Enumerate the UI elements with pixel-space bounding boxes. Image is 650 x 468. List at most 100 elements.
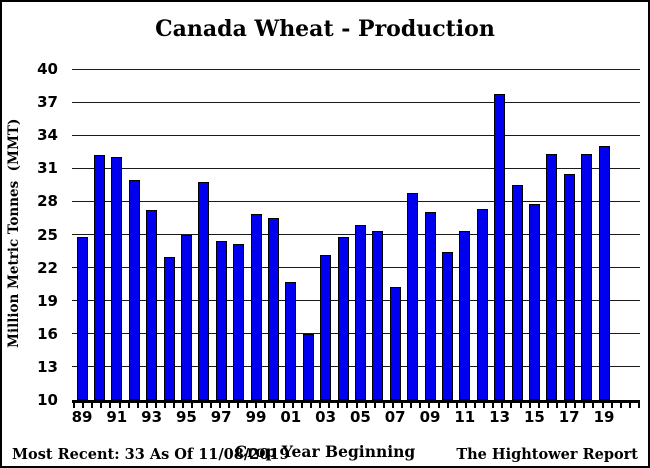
y-tick-label: 37	[37, 93, 58, 112]
bar	[389, 287, 401, 400]
x-axis-title: Crop Year Beginning	[234, 442, 416, 461]
x-axis-tick	[300, 402, 303, 408]
x-axis-tick	[346, 402, 349, 408]
x-axis-tick	[628, 402, 631, 408]
x-axis-tick	[510, 402, 513, 408]
x-axis-tick	[309, 402, 312, 408]
bar	[563, 173, 575, 400]
bar	[337, 236, 349, 400]
x-axis-tick	[410, 402, 413, 408]
x-tick-label: 19	[593, 408, 615, 426]
y-tick-label: 22	[37, 258, 58, 277]
x-axis-tick	[127, 402, 130, 408]
x-axis-tick	[100, 402, 103, 408]
x-axis-tick	[73, 402, 75, 408]
x-axis-tick	[364, 402, 367, 408]
x-tick-label: 99	[245, 408, 267, 426]
bar	[76, 236, 88, 400]
x-axis-tick	[428, 402, 431, 408]
source-label: The Hightower Report	[456, 446, 638, 463]
x-axis-tick	[255, 402, 258, 408]
x-axis-tick	[382, 402, 385, 408]
x-axis-tick	[355, 402, 358, 408]
bar	[215, 241, 227, 400]
y-tick-label: 25	[37, 225, 58, 244]
x-axis-tick	[574, 402, 577, 408]
x-axis-tick	[619, 402, 622, 408]
x-axis-tick	[173, 402, 176, 408]
x-axis-tick	[237, 402, 240, 408]
x-axis-tick	[583, 402, 586, 408]
bar	[320, 255, 332, 400]
most-recent-label: Most Recent: 33 As Of 11/08/2019	[12, 446, 290, 463]
bar	[128, 180, 140, 400]
x-axis-tick	[546, 402, 549, 408]
x-axis-tick	[282, 402, 285, 408]
y-tick-label: 40	[37, 60, 58, 78]
y-tick-label: 16	[37, 324, 58, 343]
y-tick-label: 28	[37, 192, 58, 211]
y-tick-label: 34	[37, 126, 58, 145]
bar	[372, 231, 384, 400]
bar	[424, 212, 436, 400]
y-tick-label: 10	[37, 391, 58, 409]
x-tick-label: 89	[71, 408, 93, 426]
x-axis-tick	[455, 402, 458, 408]
x-tick-label: 93	[141, 408, 163, 426]
bar	[111, 157, 123, 400]
bar	[511, 184, 523, 400]
bar	[198, 181, 210, 400]
x-axis-tick	[82, 402, 85, 408]
x-tick-label: 11	[454, 408, 476, 426]
x-axis-tick	[191, 402, 194, 408]
x-axis-tick	[437, 402, 440, 408]
bar	[180, 234, 192, 400]
x-axis-tick	[118, 402, 121, 408]
bar	[528, 203, 540, 400]
x-tick-label: 15	[523, 408, 545, 426]
x-tick-label: 91	[106, 408, 128, 426]
bar	[267, 217, 279, 400]
x-tick-label: 05	[349, 408, 371, 426]
bar	[476, 209, 488, 400]
x-axis-tick	[391, 402, 394, 408]
x-axis-tick	[291, 402, 294, 408]
x-axis-tick	[610, 402, 613, 408]
x-axis-tick	[246, 402, 249, 408]
x-axis-tick	[91, 402, 94, 408]
x-tick-label: 13	[489, 408, 511, 426]
x-axis-tick	[218, 402, 221, 408]
x-tick-label: 01	[280, 408, 302, 426]
x-axis-tick	[328, 402, 331, 408]
x-axis-tick	[565, 402, 568, 408]
gridline	[72, 134, 640, 136]
gridline	[72, 200, 640, 202]
x-axis-tick	[528, 402, 531, 408]
x-axis-tick	[200, 402, 203, 408]
x-tick-label: 09	[419, 408, 441, 426]
x-axis-tick	[483, 402, 486, 408]
x-axis-tick	[592, 402, 595, 408]
bar	[441, 252, 453, 400]
x-axis-tick	[209, 402, 212, 408]
x-axis-tick	[264, 402, 267, 408]
x-axis-tick	[319, 402, 322, 408]
x-tick-label: 97	[210, 408, 232, 426]
bar	[598, 146, 610, 400]
x-axis-tick	[464, 402, 467, 408]
x-axis-tick	[492, 402, 495, 408]
bar	[285, 281, 297, 400]
y-tick-label: 19	[37, 291, 58, 310]
x-axis-tick	[601, 402, 604, 408]
x-axis-line	[72, 400, 640, 403]
bar	[93, 155, 105, 400]
x-axis-tick	[638, 402, 640, 408]
bar	[163, 256, 175, 400]
x-axis-tick	[401, 402, 404, 408]
x-tick-label: 07	[384, 408, 406, 426]
gridline	[72, 101, 640, 103]
bar	[407, 192, 419, 400]
x-axis-tick	[109, 402, 112, 408]
bar	[494, 94, 506, 400]
